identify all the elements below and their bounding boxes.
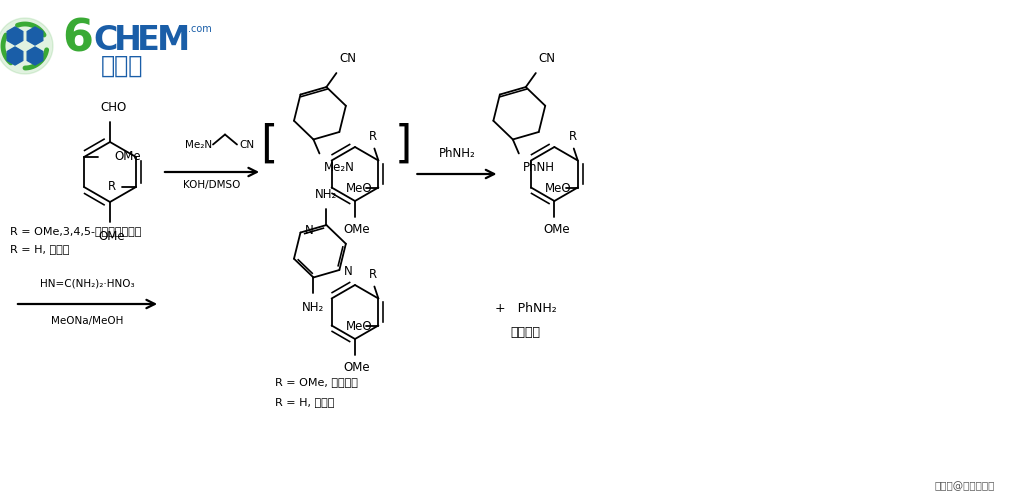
Text: N: N: [305, 224, 313, 237]
Text: R: R: [369, 268, 377, 281]
Text: MeO: MeO: [345, 182, 372, 195]
Text: 回收套用: 回收套用: [510, 326, 540, 339]
Text: R = OMe,3,4,5-三甲氧基苯甲醛: R = OMe,3,4,5-三甲氧基苯甲醛: [10, 226, 141, 236]
Text: H: H: [114, 25, 142, 57]
Text: N: N: [343, 266, 353, 279]
Text: MeO: MeO: [545, 182, 571, 195]
Text: 六鉴网: 六鉴网: [101, 54, 143, 78]
Polygon shape: [28, 47, 43, 65]
Text: OMe: OMe: [99, 230, 126, 243]
Text: ]: ]: [394, 122, 412, 165]
Text: R = H, 藜芦醛: R = H, 藜芦醛: [10, 244, 69, 254]
Text: CN: CN: [339, 52, 357, 65]
Text: OMe: OMe: [114, 150, 141, 162]
Text: R: R: [108, 180, 115, 194]
Text: MeO: MeO: [345, 320, 372, 333]
Text: OMe: OMe: [343, 361, 370, 374]
Text: PhNH₂: PhNH₂: [438, 147, 475, 160]
Text: Me₂N: Me₂N: [185, 140, 212, 150]
Text: R: R: [369, 130, 377, 143]
Text: PhNH: PhNH: [523, 161, 555, 174]
Text: .com: .com: [188, 24, 212, 34]
Text: NH₂: NH₂: [303, 301, 325, 314]
Text: Me₂N: Me₂N: [323, 161, 355, 174]
Text: R = H, 敌菌净: R = H, 敌菌净: [275, 397, 334, 407]
Text: CN: CN: [539, 52, 556, 65]
Text: +   PhNH₂: + PhNH₂: [495, 302, 557, 316]
Text: R: R: [568, 130, 576, 143]
Text: MeONa/MeOH: MeONa/MeOH: [51, 316, 124, 326]
Text: OMe: OMe: [343, 223, 370, 236]
Text: CHO: CHO: [100, 101, 126, 114]
Text: 搜狐号@六鉴投资网: 搜狐号@六鉴投资网: [935, 481, 995, 491]
Text: OMe: OMe: [543, 223, 569, 236]
Polygon shape: [28, 27, 43, 45]
Text: CN: CN: [239, 140, 254, 150]
Text: NH₂: NH₂: [315, 188, 337, 201]
Text: [: [: [261, 122, 278, 165]
Text: HN=C(NH₂)₂·HNO₃: HN=C(NH₂)₂·HNO₃: [40, 278, 135, 288]
Text: E: E: [137, 25, 159, 57]
Text: R = OMe, 甲氧苄啶: R = OMe, 甲氧苄啶: [275, 377, 358, 387]
Text: M: M: [157, 25, 190, 57]
Text: KOH/DMSO: KOH/DMSO: [183, 180, 241, 190]
Text: C: C: [93, 25, 118, 57]
Polygon shape: [7, 27, 22, 45]
Polygon shape: [7, 47, 22, 65]
Text: 6: 6: [62, 18, 93, 60]
Polygon shape: [0, 18, 53, 74]
